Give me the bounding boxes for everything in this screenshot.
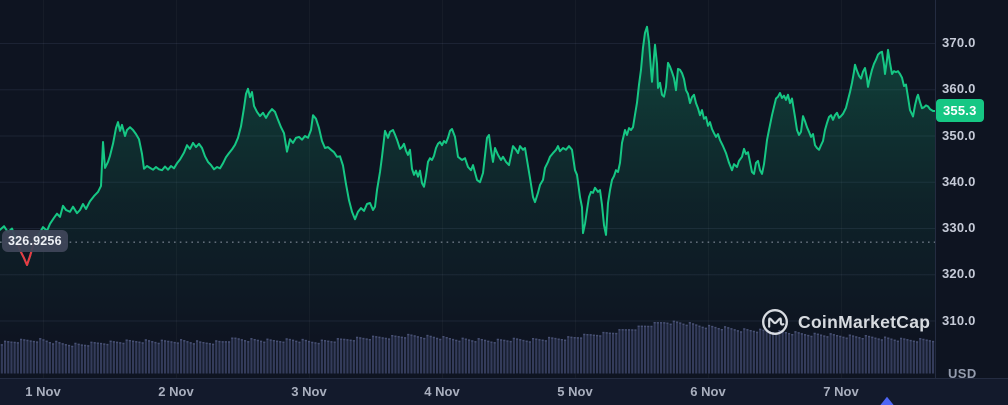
y-axis-tick-label: 310.0 (942, 312, 976, 328)
y-axis-tick-label: 360.0 (942, 81, 976, 97)
timeline-event-marker[interactable] (880, 396, 894, 405)
y-axis-tick-label: 330.0 (942, 220, 976, 235)
x-axis-tick-label: 7 Nov (823, 384, 859, 399)
x-axis-tick-label: 6 Nov (690, 384, 726, 399)
baseline-price-flag: 326.9256 (2, 230, 68, 253)
last-price-flag: 355.3 (936, 98, 984, 122)
x-axis-tick-label: 3 Nov (291, 384, 327, 399)
y-axis-tick-label: 340.0 (942, 173, 976, 189)
x-axis-tick-label: 5 Nov (557, 384, 593, 399)
x-axis-tick-label: 2 Nov (158, 384, 194, 399)
watermark: CoinMarketCap (760, 306, 930, 338)
volume-bars (0, 320, 935, 374)
coinmarketcap-logo-icon (762, 309, 788, 335)
x-axis-tick-label: 4 Nov (424, 384, 460, 399)
y-axis-unit-label: USD (948, 366, 977, 381)
watermark-text: CoinMarketCap (798, 311, 931, 332)
y-axis-tick-label: 370.0 (942, 35, 976, 50)
x-axis-tick-label: 1 Nov (25, 384, 61, 399)
y-axis-tick-label: 320.0 (942, 266, 976, 282)
y-axis-tick-label: 350.0 (942, 127, 976, 143)
